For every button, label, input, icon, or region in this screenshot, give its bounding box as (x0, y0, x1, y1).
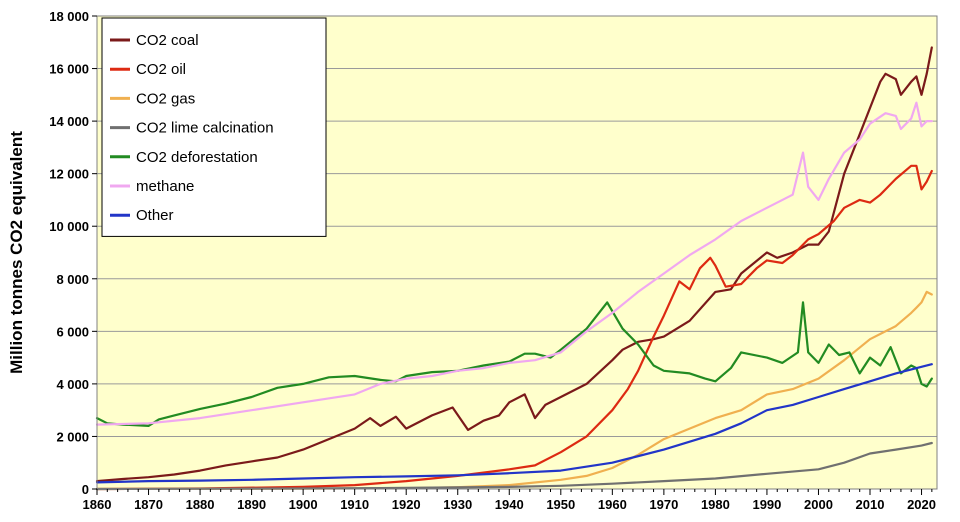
y-tick-label: 12 000 (49, 167, 89, 182)
x-tick-label: 1930 (443, 497, 472, 512)
x-tick-label: 1940 (495, 497, 524, 512)
legend-label: Other (136, 207, 174, 224)
x-tick-label: 1980 (701, 497, 730, 512)
x-tick-label: 1970 (649, 497, 678, 512)
series-lines (95, 46, 933, 491)
x-tick-label: 2000 (804, 497, 833, 512)
x-tick-label: 1880 (186, 497, 215, 512)
x-tick-label: 1950 (546, 497, 575, 512)
series-line-co2-oil (95, 164, 933, 491)
legend-label: CO2 oil (136, 61, 186, 78)
series-line-co2-lime-calcination (95, 441, 933, 491)
series-line-other (95, 363, 933, 484)
series-line-co2-gas (95, 290, 933, 491)
y-tick-label: 18 000 (49, 9, 89, 24)
y-axis-title: Million tonnes CO2 equivalent (7, 131, 26, 374)
y-tick-label: 6 000 (56, 324, 89, 339)
legend: CO2 coal CO2 oil CO2 gas CO2 lime calcinati… (101, 17, 327, 237)
plot-frame (96, 15, 938, 490)
series-line-methane (95, 101, 933, 426)
x-tick-label: 1960 (598, 497, 627, 512)
y-tick-label: 4 000 (56, 377, 89, 392)
legend-label: CO2 coal (136, 32, 199, 49)
x-tick-label: 1890 (237, 497, 266, 512)
y-tick-label: 2 000 (56, 429, 89, 444)
y-tick-label: 8 000 (56, 272, 89, 287)
x-axis-ticks: 1860 1870 1880 1890 1900 1910 1920 1930 1940 1950… (83, 489, 936, 512)
legend-label: CO2 gas (136, 90, 195, 107)
legend-label: CO2 deforestation (136, 149, 258, 166)
y-tick-label: 0 (82, 482, 89, 497)
legend-label: CO2 lime calcination (136, 120, 274, 137)
series-line-co2-coal (95, 46, 933, 483)
y-tick-label: 14 000 (49, 114, 89, 129)
x-tick-label: 1920 (392, 497, 421, 512)
x-tick-label: 1860 (83, 497, 112, 512)
y-axis-ticks: 0 2 000 4 000 6 000 8 000 10 000 12 000 14 000 1… (49, 9, 97, 497)
legend-box (101, 17, 327, 237)
x-tick-label: 1990 (752, 497, 781, 512)
series-line-co2-deforestation (95, 301, 933, 427)
y-tick-label: 16 000 (49, 62, 89, 77)
x-tick-label: 1900 (289, 497, 318, 512)
x-tick-label: 2010 (856, 497, 885, 512)
y-tick-label: 10 000 (49, 219, 89, 234)
legend-label: methane (136, 178, 194, 195)
x-tick-label: 1870 (134, 497, 163, 512)
x-tick-label: 2020 (907, 497, 936, 512)
x-tick-label: 1910 (340, 497, 369, 512)
